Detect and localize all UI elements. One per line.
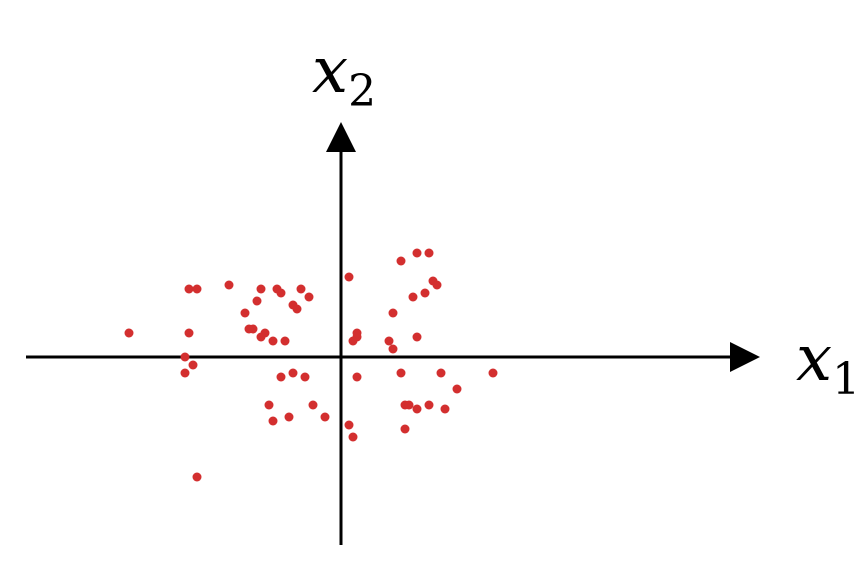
- data-point: [412, 332, 422, 342]
- data-point: [320, 412, 330, 422]
- data-point: [388, 308, 398, 318]
- data-point: [348, 336, 358, 346]
- data-point: [432, 280, 442, 290]
- data-point: [192, 284, 202, 294]
- data-point: [292, 304, 302, 314]
- x-axis-label-sub: 1: [832, 354, 860, 405]
- data-point: [420, 288, 430, 298]
- data-point: [440, 404, 450, 414]
- data-point: [408, 292, 418, 302]
- data-point: [412, 404, 422, 414]
- data-point: [276, 288, 286, 298]
- data-point: [424, 400, 434, 410]
- x-axis-label: x1: [796, 322, 860, 405]
- data-point: [308, 400, 318, 410]
- data-point: [296, 284, 306, 294]
- data-point: [180, 368, 190, 378]
- data-point: [184, 328, 194, 338]
- data-point: [424, 248, 434, 258]
- data-point: [240, 308, 250, 318]
- data-point: [192, 472, 202, 482]
- data-point: [276, 372, 286, 382]
- data-point: [124, 328, 134, 338]
- y-axis-label-sub: 2: [348, 66, 376, 117]
- data-point: [452, 384, 462, 394]
- data-point: [268, 416, 278, 426]
- data-point: [188, 360, 198, 370]
- data-point: [224, 280, 234, 290]
- data-point: [388, 344, 398, 354]
- data-point: [400, 424, 410, 434]
- data-point: [436, 368, 446, 378]
- data-point: [280, 336, 290, 346]
- data-point: [288, 368, 298, 378]
- data-point: [244, 324, 254, 334]
- data-point: [256, 332, 266, 342]
- data-point: [264, 400, 274, 410]
- data-point: [348, 432, 358, 442]
- data-point: [412, 248, 422, 258]
- data-point: [344, 420, 354, 430]
- y-axis-label: x2: [312, 34, 376, 117]
- data-point: [184, 284, 194, 294]
- data-point: [404, 400, 414, 410]
- data-point: [268, 336, 278, 346]
- data-point: [352, 372, 362, 382]
- data-point: [396, 368, 406, 378]
- data-point: [396, 256, 406, 266]
- data-points: [124, 248, 498, 482]
- data-point: [352, 328, 362, 338]
- data-point: [180, 352, 190, 362]
- data-point: [488, 368, 498, 378]
- data-point: [304, 292, 314, 302]
- data-point: [300, 372, 310, 382]
- data-point: [252, 296, 262, 306]
- data-point: [344, 272, 354, 282]
- data-point: [256, 284, 266, 294]
- data-point: [284, 412, 294, 422]
- data-point: [384, 336, 394, 346]
